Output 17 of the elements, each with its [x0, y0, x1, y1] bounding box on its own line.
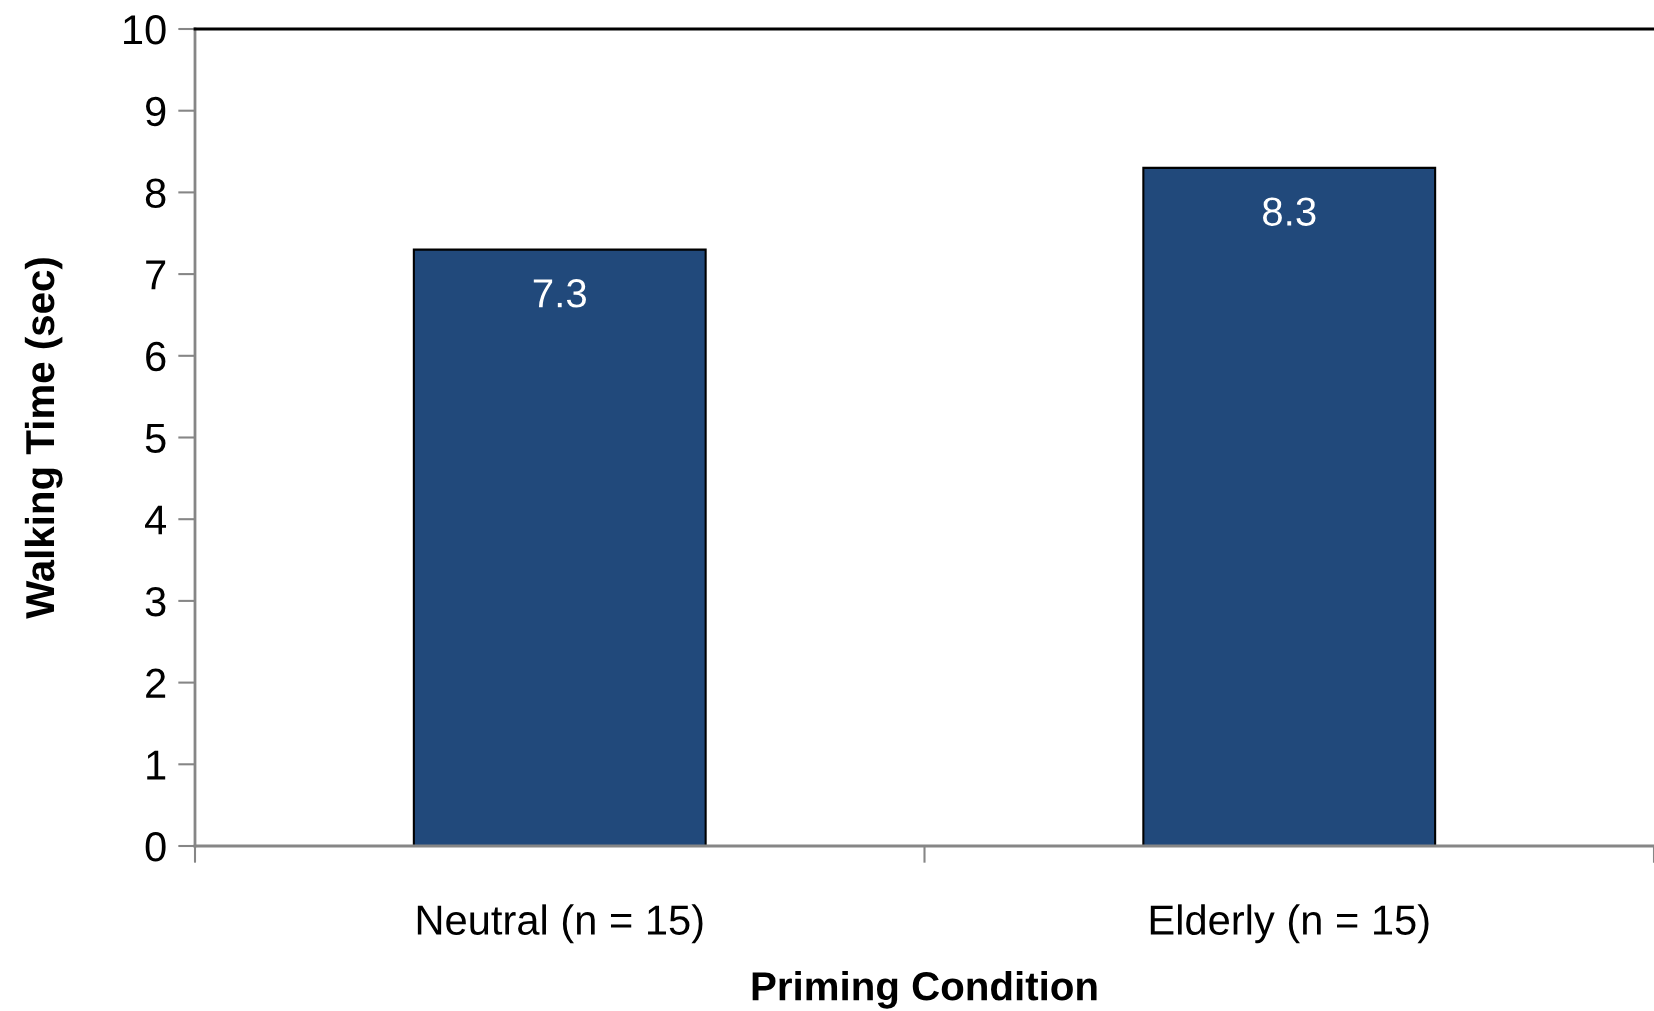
x-tick-label: Neutral (n = 15): [417, 904, 703, 944]
y-tick-label: 9: [146, 96, 166, 127]
y-tick-label: 0: [145, 832, 166, 862]
y-axis-title: Walking Time (sec): [24, 258, 63, 619]
x-tick-label: Elderly (n = 15): [1150, 904, 1429, 944]
data-label: 8.3: [1263, 197, 1316, 226]
y-tick-label: 1: [147, 750, 166, 780]
y-tick-label: 7: [146, 260, 166, 290]
y-tick-label: 5: [145, 423, 166, 454]
x-axis-title: Priming Condition: [752, 970, 1097, 1009]
y-tick-label: 3: [145, 586, 166, 617]
data-label: 7.3: [533, 279, 586, 308]
y-tick-label: 4: [145, 505, 166, 535]
y-tick-label: 10: [124, 15, 166, 45]
y-tick-label: 2: [146, 668, 166, 698]
y-tick-label: 6: [146, 341, 166, 372]
y-tick-label: 8: [145, 178, 166, 208]
